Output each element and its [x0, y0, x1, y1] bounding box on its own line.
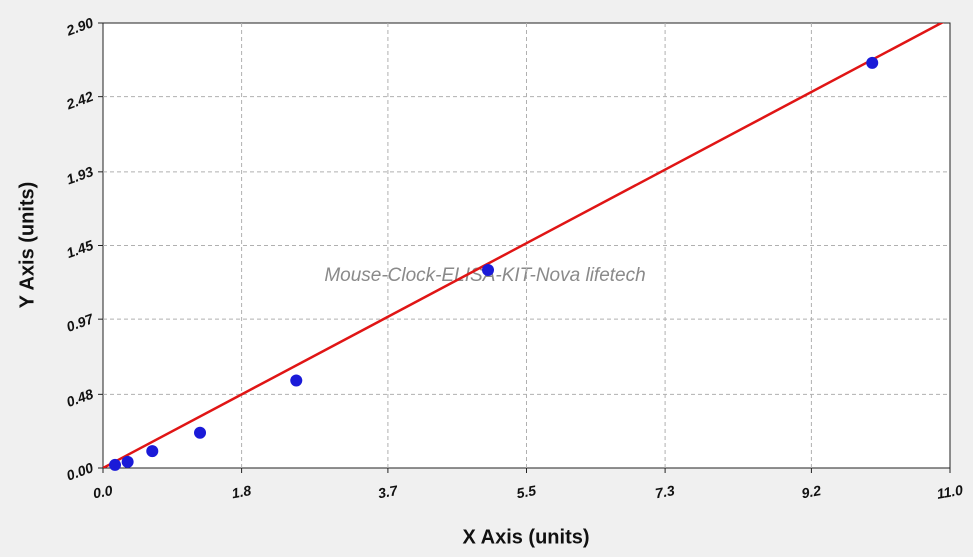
- x-tick-label: 9.2: [800, 482, 822, 501]
- y-tick-label: 2.42: [63, 88, 95, 113]
- y-tick-label: 0.48: [64, 386, 95, 410]
- x-tick-label: 11.0: [935, 482, 964, 502]
- y-tick-label: 0.97: [64, 310, 96, 335]
- data-point: [290, 374, 303, 387]
- x-axis-label: X Axis (units): [462, 526, 589, 548]
- x-tick-label: 5.5: [515, 482, 537, 501]
- data-point: [109, 458, 122, 471]
- y-tick-label: 1.45: [64, 237, 95, 261]
- data-point: [146, 445, 159, 458]
- fit-line: [103, 23, 944, 468]
- data-point: [866, 56, 879, 69]
- data-point: [482, 264, 494, 277]
- data-point: [194, 426, 207, 439]
- y-tick-label: 0.00: [64, 459, 95, 483]
- data-point: [121, 455, 134, 468]
- y-axis-label: Y Axis (units): [16, 182, 38, 309]
- x-tick-label: 0.0: [92, 482, 114, 501]
- x-tick-label: 1.8: [230, 482, 252, 501]
- y-tick-label: 2.90: [63, 14, 95, 39]
- plot-content: [103, 23, 944, 468]
- x-tick-label: 3.7: [377, 482, 400, 501]
- watermark: Mouse-Clock-ELISA-KIT-Nova lifetech: [324, 265, 645, 286]
- x-tick-label: 7.3: [654, 482, 676, 501]
- y-tick-label: 1.93: [64, 163, 95, 187]
